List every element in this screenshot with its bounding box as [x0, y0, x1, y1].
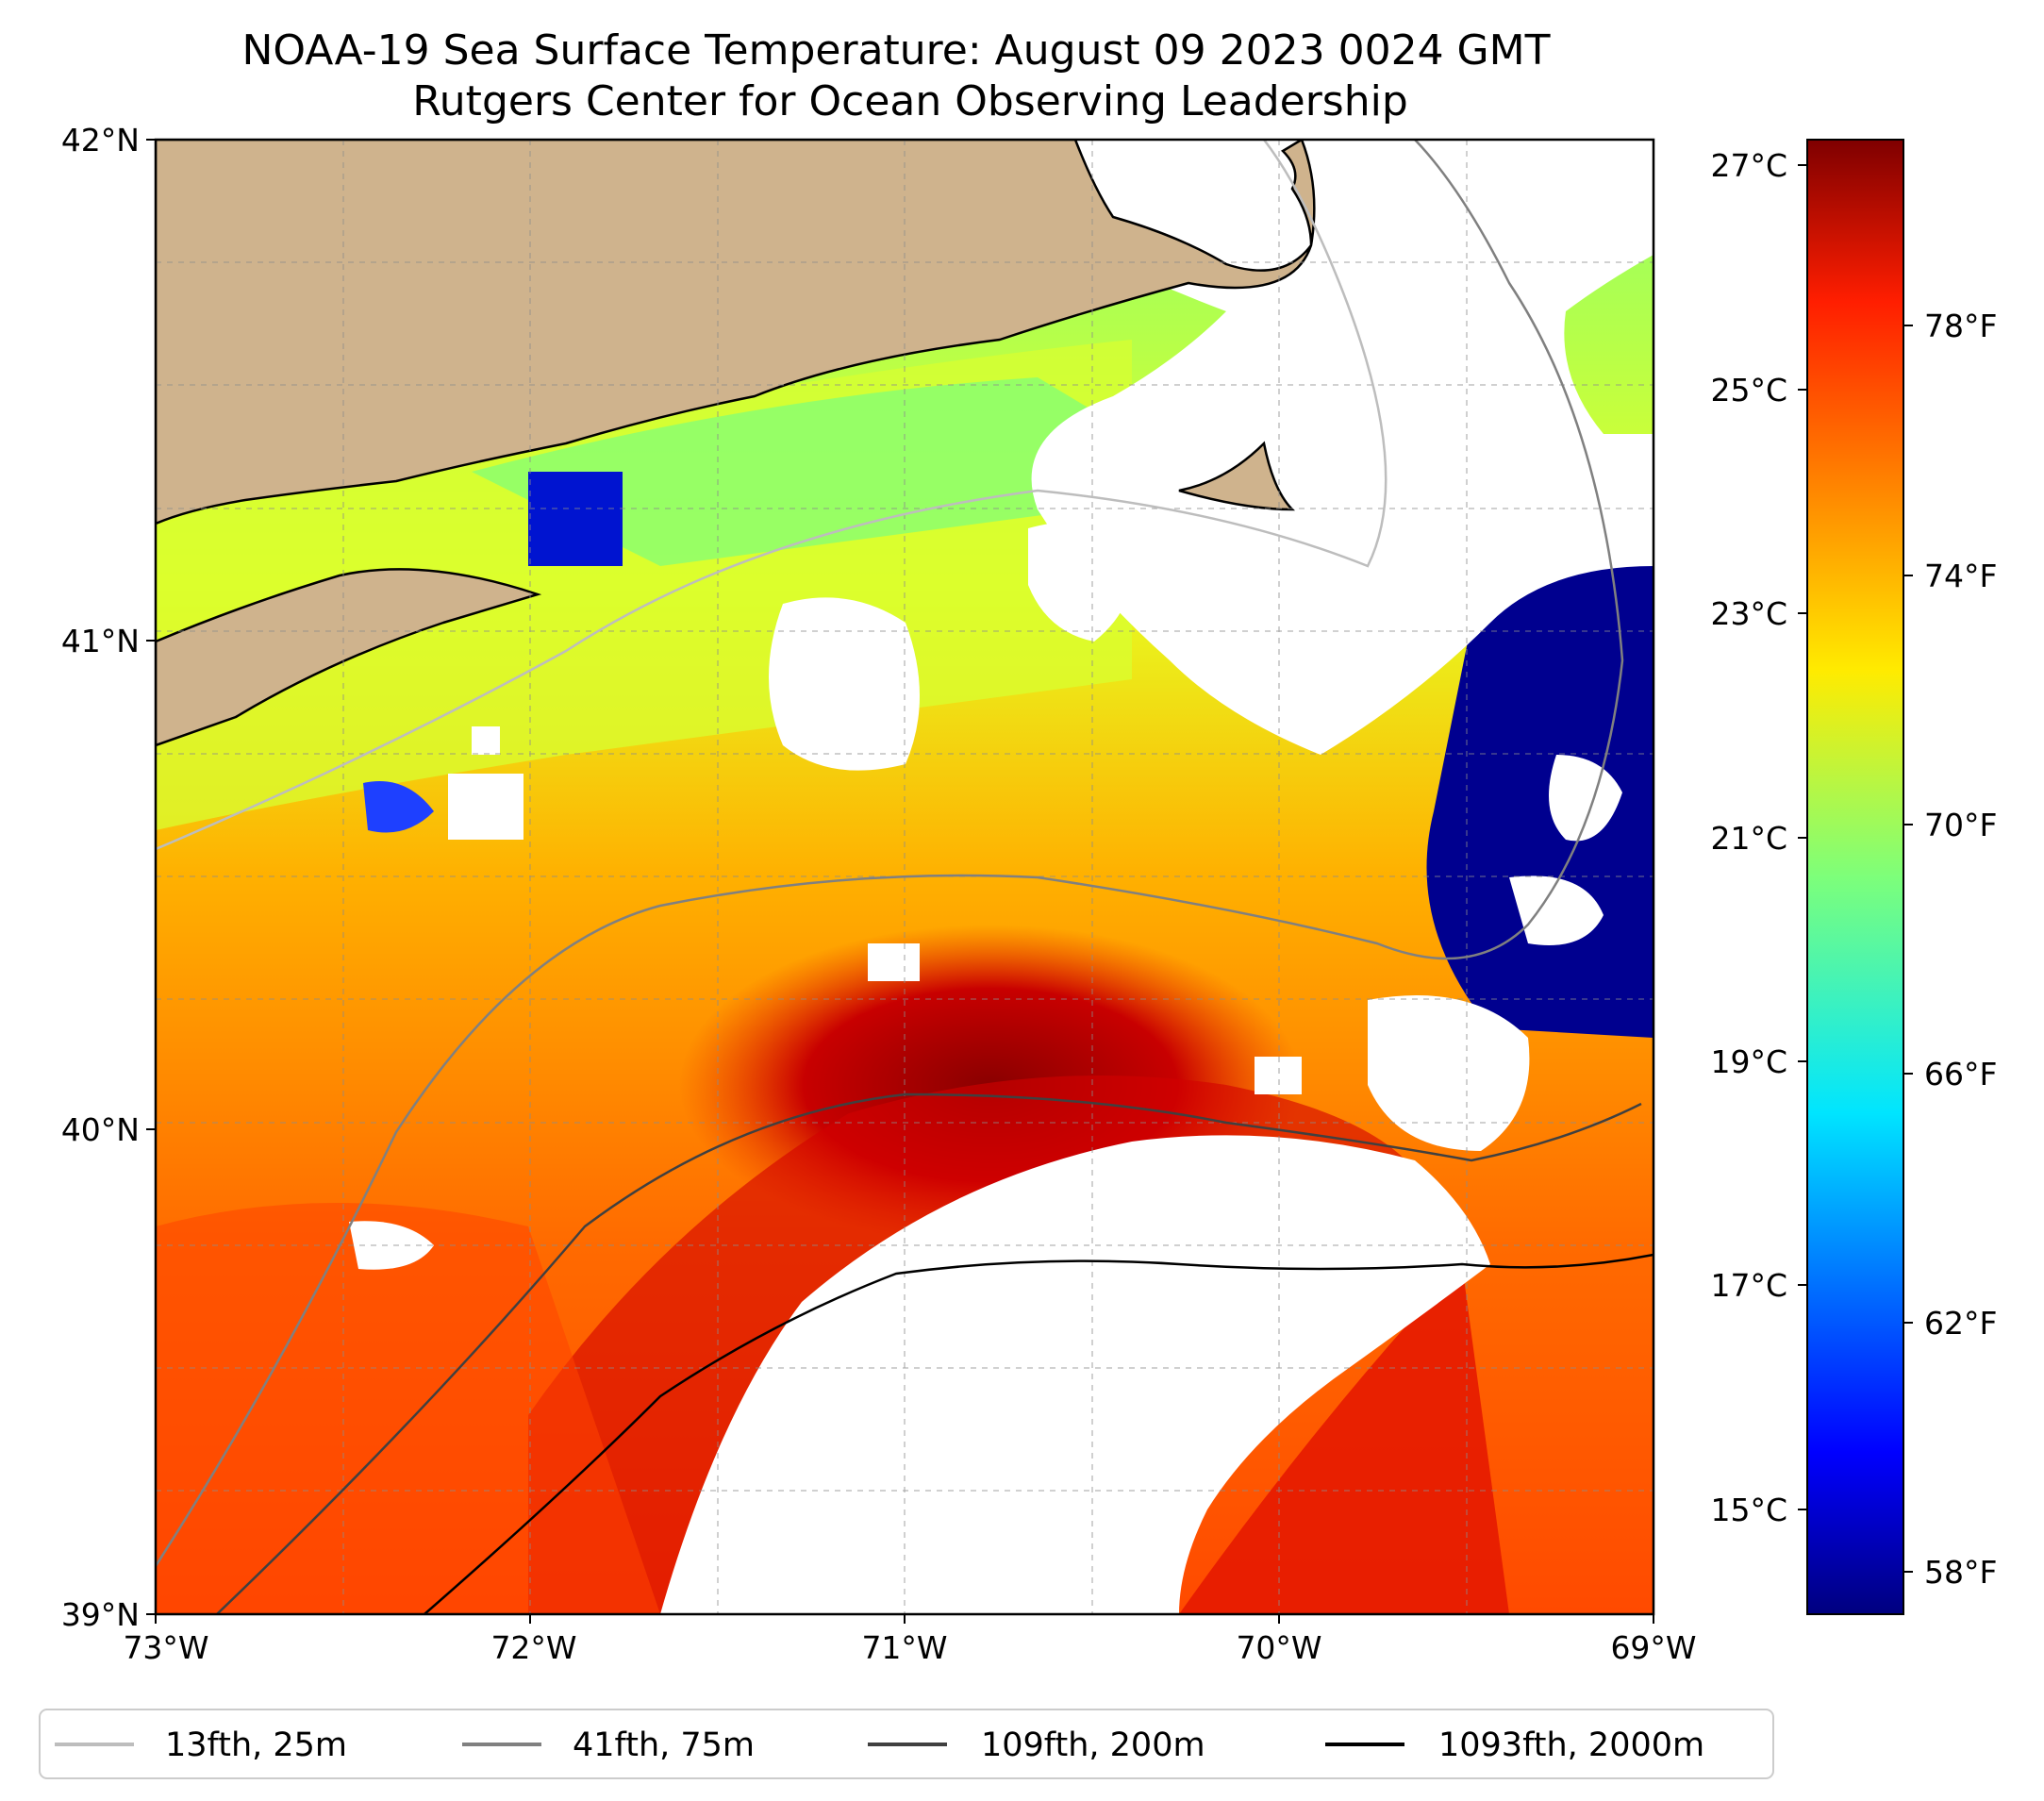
lat-axis: 42°N 41°N 40°N 39°N [61, 122, 156, 1633]
lat-tick-label: 41°N [61, 623, 140, 659]
celsius-tick-label: 21°C [1710, 820, 1787, 857]
celsius-tick-label: 15°C [1710, 1492, 1787, 1528]
fahrenheit-tick-label: 70°F [1924, 807, 1997, 843]
legend-label: 13fth, 25m [165, 1726, 347, 1764]
celsius-tick-label: 25°C [1710, 372, 1787, 409]
lon-tick-label: 71°W [861, 1629, 947, 1666]
legend-label: 1093fth, 2000m [1438, 1726, 1704, 1764]
fahrenheit-tick-label: 62°F [1924, 1305, 1997, 1342]
land-mass [156, 140, 1316, 747]
lat-tick-label: 42°N [61, 122, 140, 158]
celsius-tick-label: 23°C [1710, 595, 1787, 632]
legend-label: 109fth, 200m [981, 1726, 1205, 1764]
sst-map [156, 140, 1653, 1614]
lon-tick-label: 72°W [490, 1629, 576, 1666]
fahrenheit-tick-label: 66°F [1924, 1056, 1997, 1092]
celsius-tick-label: 19°C [1710, 1043, 1787, 1080]
fahrenheit-tick-label: 58°F [1924, 1554, 1997, 1591]
isobath-200m [216, 1092, 1642, 1614]
missing-data-mask [349, 140, 1653, 1614]
lon-tick-label: 73°W [123, 1629, 208, 1666]
isobath-25m [156, 140, 1388, 851]
legend-label: 41fth, 75m [573, 1726, 755, 1764]
lon-tick-label: 70°W [1236, 1629, 1321, 1666]
fahrenheit-tick-label: 74°F [1924, 558, 1997, 594]
isobath-legend: 13fth, 25m 41fth, 75m 109fth, 200m 1093f… [39, 1709, 1774, 1779]
lon-axis: 73°W 72°W 71°W 70°W 69°W [123, 1614, 1697, 1666]
lon-tick-label: 69°W [1610, 1629, 1696, 1666]
isobath-2000m [424, 1253, 1653, 1614]
lat-tick-label: 40°N [61, 1111, 140, 1148]
fahrenheit-tick-label: 78°F [1924, 308, 1997, 344]
map-title: NOAA-19 Sea Surface Temperature: August … [242, 26, 1551, 75]
isobath-75m [156, 140, 1624, 1567]
colorbar: 27°C 25°C 23°C 21°C 19°C 17°C 15°C 78°F … [1710, 139, 1997, 1615]
colorbar-gradient [1806, 139, 1904, 1615]
map-subtitle: Rutgers Center for Ocean Observing Leade… [412, 77, 1408, 125]
lat-tick-label: 39°N [61, 1596, 140, 1633]
celsius-tick-label: 17°C [1710, 1267, 1787, 1304]
celsius-tick-label: 27°C [1710, 147, 1787, 184]
